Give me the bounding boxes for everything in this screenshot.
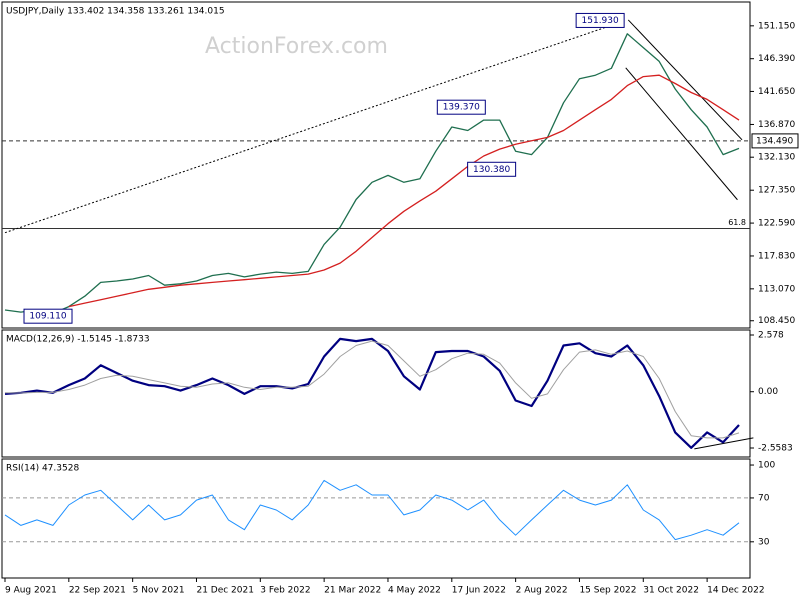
series-line [4,340,740,439]
annotation-label: 151.930 [582,16,619,26]
trend-line [4,19,626,234]
annotation-box [467,161,517,177]
x-tick-label: 21 Dec 2021 [196,586,254,596]
x-tick-label: 21 Mar 2022 [324,586,381,596]
x-tick-label: 14 Dec 2022 [707,586,765,596]
annotation-box [23,308,73,324]
y-tick-label: 141.650 [758,87,795,97]
y-tick-label: 117.830 [758,251,795,261]
annotation-label: 139.370 [443,103,480,113]
trend-line [625,67,738,201]
y-tick-label: 132.130 [758,153,795,163]
x-tick-label: 5 Nov 2021 [133,586,185,596]
x-tick-label: 2 Aug 2022 [516,586,568,596]
price-box [751,133,799,149]
trend-line [694,437,754,450]
y-tick-label: 146.390 [758,54,795,64]
series-line [4,479,740,541]
annotation-label: 130.380 [473,165,510,175]
price-box-label: 134.490 [756,136,793,146]
y-tick-label: 100 [758,461,775,471]
x-tick-label: 22 Sep 2021 [69,586,126,596]
panel-title: USDJPY,Daily 133.402 134.358 133.261 134… [6,7,225,17]
series-line [68,74,740,308]
x-tick-label: 3 Feb 2022 [260,586,310,596]
x-tick-label: 17 Jun 2022 [452,586,506,596]
x-tick-label: 15 Sep 2022 [579,586,636,596]
annotation-label: 109.110 [29,312,66,322]
panel-title: MACD(12,26,9) -1.5145 -1.8733 [6,335,150,345]
x-tick-label: 9 Aug 2021 [5,586,57,596]
trend-line [627,19,743,141]
panel-frame [1,1,751,329]
y-tick-label: 0.00 [758,387,778,397]
annotation-box [436,99,486,115]
y-tick-label: 136.870 [758,120,795,130]
panel-title: RSI(14) 47.3528 [6,464,79,474]
y-tick-label: -2.5583 [758,444,793,454]
panel-frame [1,329,751,458]
panel-frame [1,458,751,579]
x-tick-label: 4 May 2022 [388,586,441,596]
x-tick-label: 31 Oct 2022 [643,586,699,596]
y-tick-label: 151.150 [758,21,795,31]
y-tick-label: 30 [758,537,770,547]
watermark: ActionForex.com [205,34,388,59]
annotation-box [575,12,625,28]
y-tick-label: 113.070 [758,284,795,294]
y-tick-label: 108.450 [758,316,795,326]
level-label: 61.8 [728,218,746,227]
y-tick-label: 70 [758,493,770,503]
y-tick-label: 122.590 [758,219,795,229]
y-tick-label: 2.578 [758,330,784,340]
y-tick-label: 127.350 [758,186,795,196]
series-line [4,33,740,315]
